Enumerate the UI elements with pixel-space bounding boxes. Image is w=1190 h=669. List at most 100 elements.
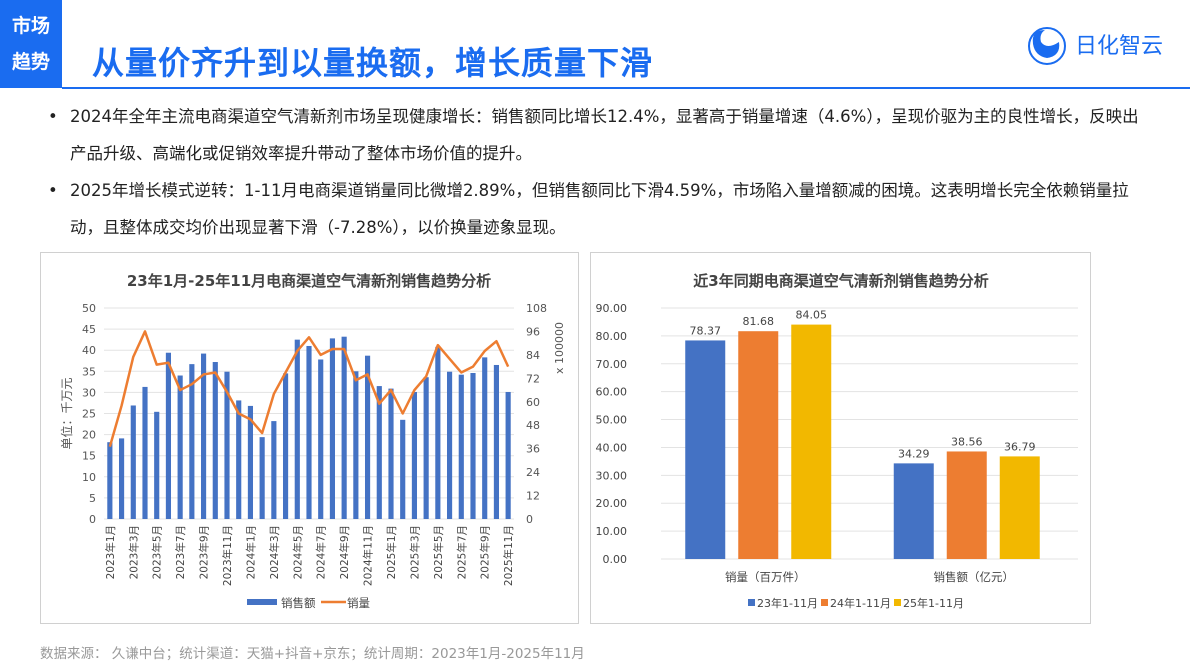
bullet-item: • 2024年全年主流电商渠道空气清新剂市场呈现健康增长：销售额同比增长12.4%… [48, 98, 1148, 172]
y2-tick-label: 36 [526, 443, 540, 456]
y2-tick-label: 24 [526, 466, 540, 479]
x-tick-label: 2024年9月 [338, 525, 351, 579]
y2-tick-label: 84 [526, 349, 540, 362]
data-label: 36.79 [1004, 440, 1036, 453]
bar-sales [282, 373, 289, 519]
bar-sales [154, 411, 160, 519]
bar-sales [423, 377, 429, 519]
data-label: 84.05 [796, 309, 828, 322]
y-axis-label: 单位：千万元 [59, 377, 74, 449]
x-tick-label: 2023年1月 [104, 525, 117, 579]
y-tick-label: 0.00 [603, 553, 628, 566]
bar-sales [376, 386, 382, 519]
y2-axis-label: x 100000 [553, 322, 566, 374]
y-tick-label: 10.00 [596, 525, 628, 538]
y-tick-label: 80.00 [596, 330, 628, 343]
bar-sales [493, 364, 500, 519]
bar-sales [458, 374, 464, 519]
bar-sales [435, 346, 441, 519]
logo-text: 日化智云 [1075, 34, 1164, 59]
bar-sales [142, 386, 148, 519]
y-tick-label: 20.00 [596, 497, 628, 510]
y-tick-label: 0 [89, 513, 96, 526]
legend-label-volume: 销量 [347, 596, 370, 610]
x-tick-label: 2025年7月 [455, 525, 468, 579]
bar-sales [505, 391, 511, 519]
y-tick-label: 30.00 [596, 469, 628, 482]
trend-chart-panel: 23年1月-25年11月电商渠道空气清新剂销售趋势分析 0 5 10 15 20 25 30 3… [40, 252, 579, 624]
bar-sales [247, 405, 254, 519]
bar-sales [165, 352, 172, 519]
bullet-text: 2025年增长模式逆转：1-11月电商渠道销量同比微增2.89%，但销售额同比下… [70, 181, 1129, 237]
legend-label: 25年1-11月 [903, 596, 964, 610]
bullet-item: • 2025年增长模式逆转：1-11月电商渠道销量同比微增2.89%，但销售额同比… [48, 172, 1148, 246]
y2-tick-label: 60 [526, 396, 540, 409]
data-source-note: 数据来源： 久谦中台；统计渠道：天猫+抖音+京东；统计周期：2023年1月-20… [40, 646, 585, 662]
y-tick-label: 40 [82, 344, 96, 357]
legend-label: 23年1-11月 [757, 596, 818, 610]
legend-label: 24年1-11月 [830, 596, 891, 610]
data-label: 81.68 [743, 315, 775, 328]
x-tick-label: 2023年11月 [221, 525, 234, 586]
y-tick-label: 35 [82, 365, 96, 378]
x-tick-label: 2025年9月 [479, 525, 492, 579]
bar-sales [130, 405, 136, 519]
bar-sales [236, 400, 242, 519]
y-tick-label: 45 [82, 323, 96, 336]
y-tick-label: 50.00 [596, 414, 628, 427]
bar-1 [946, 451, 987, 559]
x-tick-label: 2023年3月 [127, 525, 140, 579]
x-tick-label: 2024年11月 [362, 525, 375, 586]
x-tick-label: 2024年1月 [244, 525, 257, 579]
bar-sales [271, 421, 277, 519]
legend-swatch [821, 599, 828, 606]
bar-sales [482, 357, 488, 519]
bar-sales [294, 339, 300, 519]
bar-2 [999, 456, 1040, 559]
bar-0 [893, 463, 934, 559]
yoy-chart: 近3年同期电商渠道空气清新剂销售趋势分析 0.00 10.00 20.00 30.00 4… [596, 272, 1078, 610]
chart-title: 23年1月-25年11月电商渠道空气清新剂销售趋势分析 [127, 272, 491, 290]
x-tick-label: 2024年5月 [291, 525, 304, 579]
bar-sales [353, 371, 359, 519]
data-label: 34.29 [898, 447, 930, 460]
bar-sales [306, 345, 312, 519]
x-category-label: 销售额（亿元） [934, 570, 1015, 584]
bar-sales [177, 375, 183, 519]
x-tick-label: 2025年5月 [432, 525, 445, 579]
bar-sales [400, 419, 406, 519]
bar-sales [470, 372, 476, 519]
y-tick-label: 30 [82, 386, 96, 399]
y-tick-label: 25 [82, 408, 96, 421]
y-tick-label: 50 [82, 302, 96, 315]
y2-tick-label: 108 [526, 302, 547, 315]
x-category-label: 销量（百万件） [725, 570, 806, 584]
y-tick-label: 15 [82, 450, 96, 463]
bar-sales [259, 437, 265, 519]
section-tag: 市场 趋势 [0, 0, 62, 88]
bar-2 [791, 324, 832, 559]
x-tick-label: 2023年9月 [198, 525, 211, 579]
legend-swatch [894, 599, 901, 606]
bar-1 [738, 331, 779, 559]
bar-sales [388, 388, 394, 519]
bar-sales [329, 338, 336, 519]
bar-sales [200, 353, 207, 519]
tag-line-1: 市场 [11, 15, 50, 37]
x-tick-label: 2024年3月 [268, 525, 281, 579]
y2-tick-label: 96 [526, 325, 540, 338]
tag-line-2: 趋势 [11, 51, 50, 73]
x-tick-label: 2023年5月 [151, 525, 164, 579]
y-tick-label: 90.00 [596, 302, 628, 315]
yoy-chart-panel: 近3年同期电商渠道空气清新剂销售趋势分析 0.00 10.00 20.00 30.00 4… [590, 252, 1091, 624]
y-tick-label: 70.00 [596, 358, 628, 371]
y-tick-label: 10 [82, 471, 96, 484]
legend-swatch [748, 599, 755, 606]
y2-tick-label: 0 [526, 513, 533, 526]
legend-label-sales: 销售额 [281, 596, 316, 610]
y-tick-label: 5 [89, 492, 96, 505]
trend-chart: 23年1月-25年11月电商渠道空气清新剂销售趋势分析 0 5 10 15 20 25 30 3… [59, 272, 566, 610]
data-label: 38.56 [951, 435, 983, 448]
bar-sales [318, 359, 324, 519]
bar-sales [446, 371, 453, 519]
